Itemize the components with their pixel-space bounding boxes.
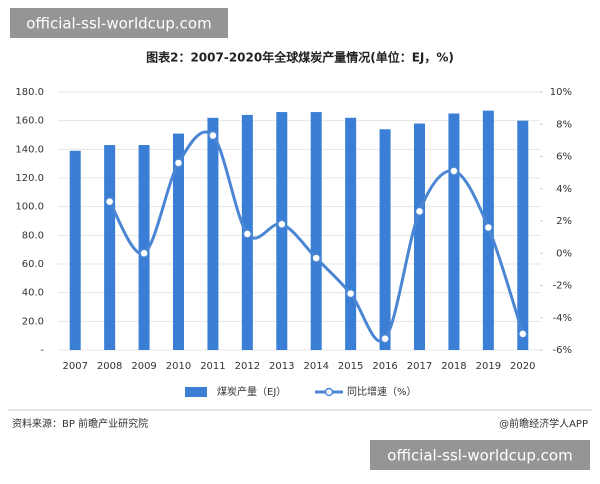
bar — [414, 123, 425, 351]
legend-label: 同比增速（%） — [347, 385, 417, 398]
line-marker — [311, 253, 321, 263]
source: 资料来源：BP 前瞻产业研究院 — [12, 417, 148, 430]
x-tick-label: 2011 — [200, 361, 225, 372]
bar — [345, 117, 357, 350]
bar — [207, 117, 219, 350]
legend-label: 煤炭产量（EJ） — [217, 385, 286, 398]
y2-tick-label: 2% — [556, 216, 572, 227]
line-marker — [173, 158, 184, 168]
x-tick-label: 2010 — [166, 361, 191, 372]
line-marker — [139, 248, 149, 258]
x-tick-label: 2014 — [303, 361, 328, 372]
watermark: official-ssl-worldcup.com — [387, 447, 572, 465]
y-tick-label: 60.0 — [22, 259, 44, 270]
bar — [379, 129, 391, 350]
y2-tick-label: 0% — [556, 248, 572, 259]
bar — [138, 145, 150, 350]
y-tick-label: 80.0 — [22, 230, 44, 241]
y2-tick-label: 4% — [556, 184, 572, 195]
bar — [104, 145, 116, 350]
bar — [276, 112, 288, 350]
y-tick-label: 20.0 — [22, 316, 44, 327]
y2-tick-label: 10% — [550, 87, 572, 98]
y-tick-label: 120.0 — [15, 173, 44, 184]
y2-tick-label: -2% — [553, 281, 572, 292]
legend-swatch — [185, 387, 207, 397]
bar — [517, 120, 529, 351]
y2-tick-label: 8% — [556, 119, 572, 130]
y-tick-label: 140.0 — [15, 144, 44, 155]
y-tick-label: - — [40, 345, 44, 356]
line-marker — [345, 288, 356, 299]
x-tick-label: 2009 — [131, 361, 156, 372]
line-marker — [242, 229, 253, 239]
x-tick-label: 2012 — [235, 361, 260, 372]
line-marker — [483, 222, 494, 233]
y-tick-label: 100.0 — [15, 202, 44, 213]
y2-tick-label: -4% — [553, 313, 572, 324]
y-tick-label: 180.0 — [15, 87, 44, 98]
legend-swatch — [324, 387, 334, 397]
chart-title: 图表2：2007-2020年全球煤炭产量情况(单位：EJ，%) — [146, 50, 454, 65]
line-marker — [104, 196, 115, 207]
line-marker — [208, 130, 218, 141]
x-tick-label: 2016 — [372, 361, 397, 372]
x-tick-label: 2017 — [407, 361, 432, 372]
x-tick-label: 2013 — [269, 361, 294, 372]
x-tick-label: 2007 — [62, 361, 87, 372]
watermark-box — [370, 440, 590, 470]
watermark: official-ssl-worldcup.com — [26, 15, 211, 33]
line-marker — [380, 333, 390, 344]
credit: @前瞻经济学人APP — [499, 417, 588, 430]
line-marker — [518, 329, 528, 339]
line-marker — [449, 166, 459, 176]
x-tick-label: 2018 — [441, 361, 466, 372]
bar — [69, 150, 81, 350]
x-tick-label: 2019 — [476, 361, 501, 372]
y-tick-label: 160.0 — [15, 116, 44, 127]
bar — [173, 133, 184, 350]
y2-tick-label: -6% — [553, 345, 572, 356]
bar — [448, 113, 460, 350]
x-tick-label: 2008 — [97, 361, 122, 372]
line-marker — [414, 206, 425, 217]
line-marker — [277, 219, 287, 229]
bar — [310, 112, 322, 350]
x-tick-label: 2020 — [510, 361, 535, 372]
x-tick-label: 2015 — [338, 361, 363, 372]
watermark-box — [10, 8, 228, 38]
y2-tick-label: 6% — [556, 152, 572, 163]
y-tick-label: 40.0 — [22, 288, 44, 299]
